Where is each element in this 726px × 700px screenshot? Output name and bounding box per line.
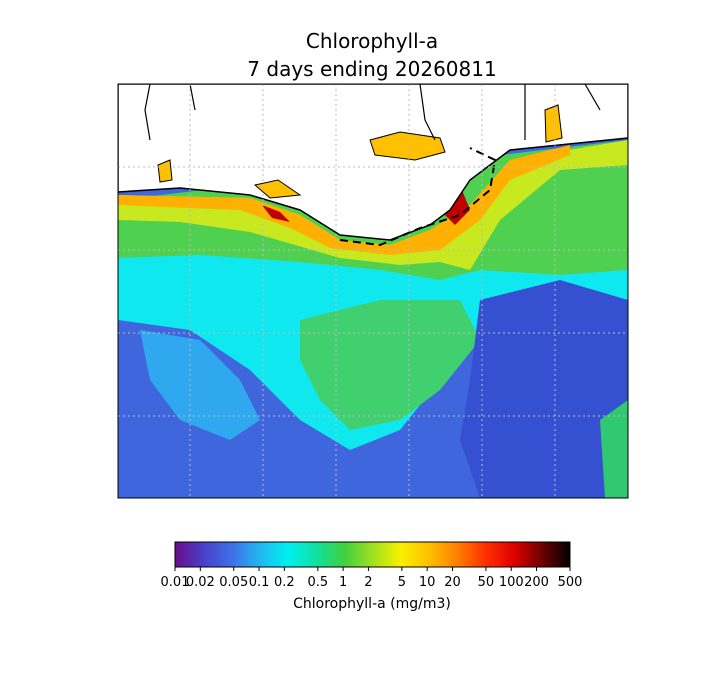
colorbar-tick-label: 20	[444, 575, 461, 590]
green-corner	[600, 400, 628, 498]
colorbar-label: Chlorophyll-a (mg/m3)	[293, 596, 451, 612]
title: Chlorophyll-a	[306, 29, 438, 53]
orange-band	[118, 145, 570, 255]
colorbar	[174, 541, 571, 568]
colorbar-tick-label: 0.5	[307, 575, 328, 590]
colorbar-tick-label: 0.02	[186, 575, 215, 590]
colorbar-tick-label: 0.01	[161, 575, 190, 590]
boundary-line	[339, 147, 497, 247]
borders	[144, 84, 601, 141]
deep-blue	[460, 280, 628, 498]
colorbar-tick-label: 0.2	[274, 575, 295, 590]
colorbar-tick-label: 100	[499, 575, 524, 590]
subtitle: 7 days ending 20260811	[247, 57, 496, 81]
map-frame	[117, 83, 629, 499]
colorbar-tick-label: 1	[339, 575, 347, 590]
colorbar-tick-label: 50	[478, 575, 495, 590]
colorbar-tick-label: 0.1	[249, 575, 270, 590]
map-image	[118, 84, 628, 498]
blue-patch	[140, 330, 260, 440]
inland-water	[157, 104, 563, 199]
colorbar-tick-label: 500	[558, 575, 583, 590]
colorbar-tick-label: 5	[398, 575, 406, 590]
colorbar-tick-label: 0.05	[219, 575, 248, 590]
colorbar-tick-label: 200	[524, 575, 549, 590]
colorbar-tick-label: 2	[364, 575, 372, 590]
graticule	[118, 84, 628, 498]
colorbar-tick-label: 10	[419, 575, 436, 590]
